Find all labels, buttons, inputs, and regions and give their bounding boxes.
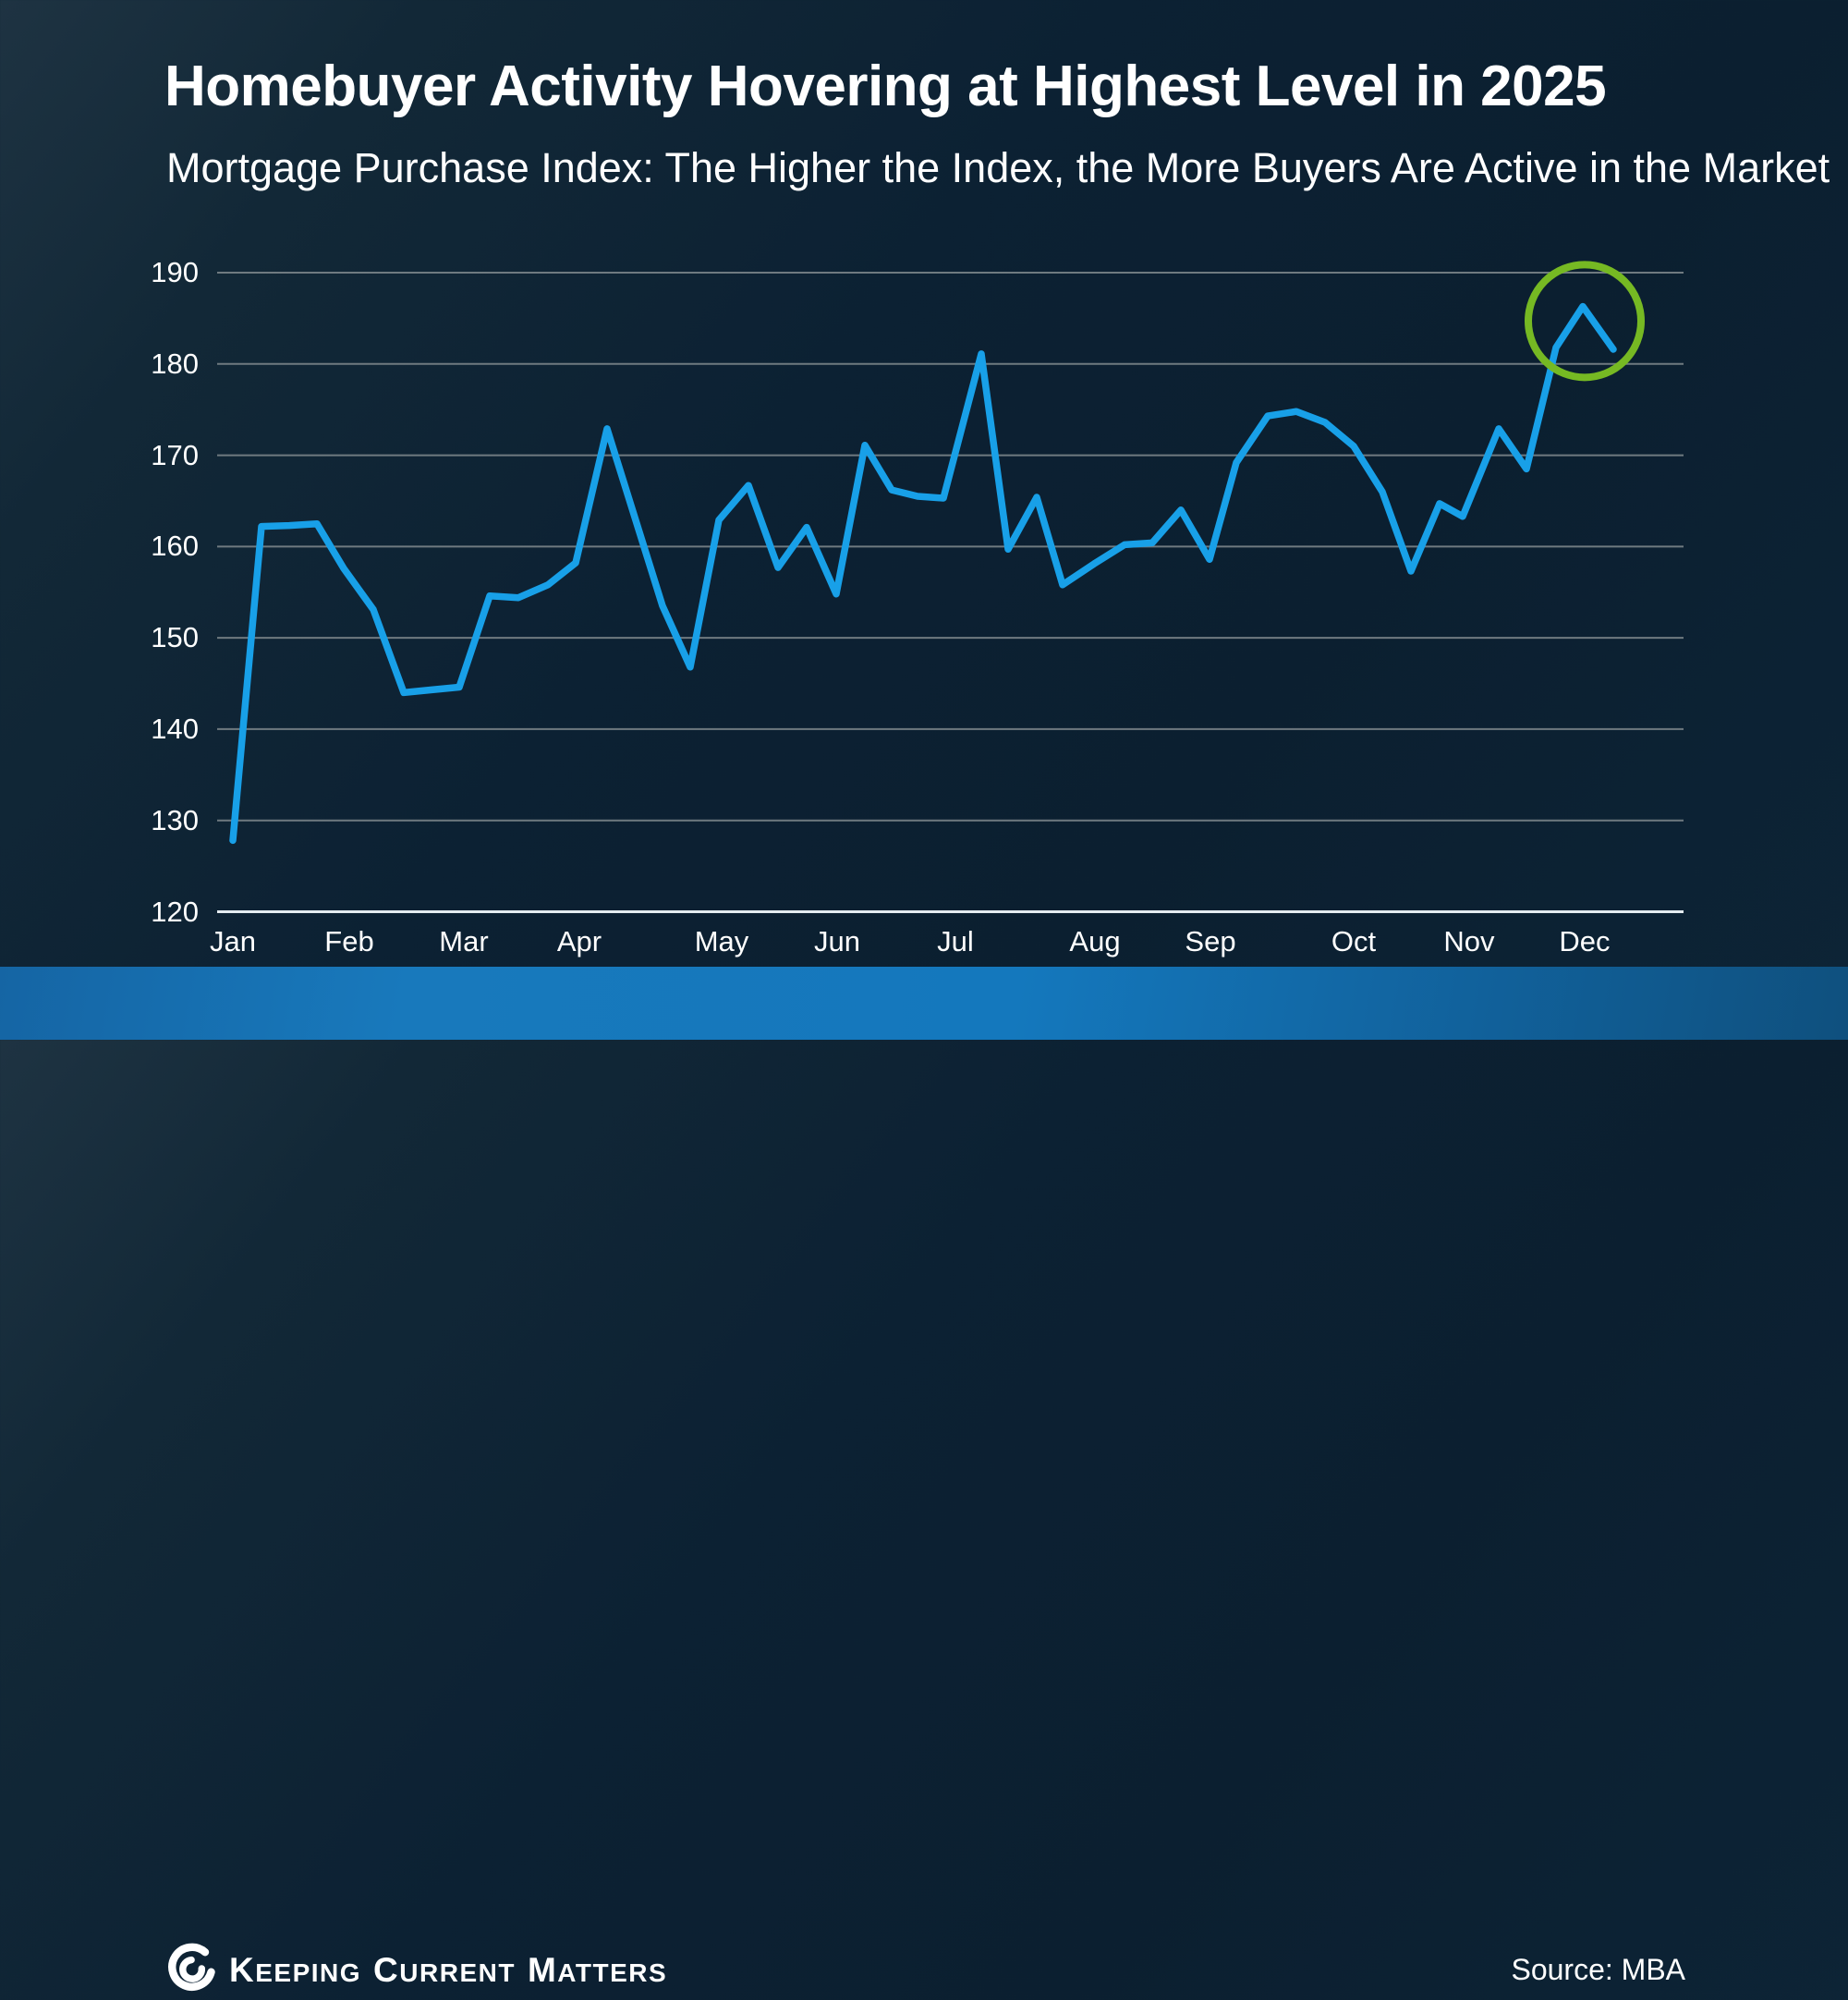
highlight-circle [1525, 261, 1645, 382]
purchase-index-chart [217, 261, 1684, 913]
x-tick-label-jan: Jan [210, 925, 256, 957]
page-title: Homebuyer Activity Hovering at Highest L… [164, 55, 1607, 118]
y-tick-label-120: 120 [151, 895, 199, 928]
y-tick-label-190: 190 [151, 256, 199, 288]
purchase-index-line [229, 302, 1617, 845]
y-tick-label-130: 130 [151, 803, 199, 836]
footer-bar: KEEPING CURRENT MATTERS Source: MBA [0, 967, 1848, 1991]
x-tick-label-oct: Oct [1331, 925, 1377, 957]
x-tick-label-dec: Dec [1559, 925, 1611, 957]
brand-word: MATTERS [527, 1951, 668, 1989]
y-tick-label-140: 140 [151, 712, 199, 745]
y-tick-label-180: 180 [151, 347, 199, 380]
slide: { "header": { "title": "Homebuyer Activi… [0, 0, 1848, 1040]
y-tick-label-160: 160 [151, 530, 199, 563]
y-tick-label-170: 170 [151, 438, 199, 471]
brand-name: KEEPING CURRENT MATTERS [229, 1948, 679, 1993]
x-tick-label-mar: Mar [439, 925, 489, 957]
kcm-swirl-logo-icon [168, 1943, 215, 1991]
x-tick-label-apr: Apr [556, 925, 602, 957]
x-tick-label-jul: Jul [937, 925, 974, 957]
source-label: Source: MBA [1511, 1953, 1685, 1986]
chart-subtitle: Mortgage Purchase Index: The Higher the … [166, 144, 1830, 191]
x-tick-label-nov: Nov [1443, 925, 1495, 957]
x-tick-label-may: May [694, 925, 749, 957]
x-tick-label-feb: Feb [324, 925, 374, 957]
y-tick-label-150: 150 [151, 621, 199, 654]
brand-word: KEEPING [229, 1951, 362, 1989]
brand-word: CURRENT [373, 1951, 516, 1989]
x-tick-label-aug: Aug [1069, 925, 1121, 957]
x-tick-label-jun: Jun [814, 925, 860, 957]
x-tick-label-sep: Sep [1185, 925, 1236, 957]
